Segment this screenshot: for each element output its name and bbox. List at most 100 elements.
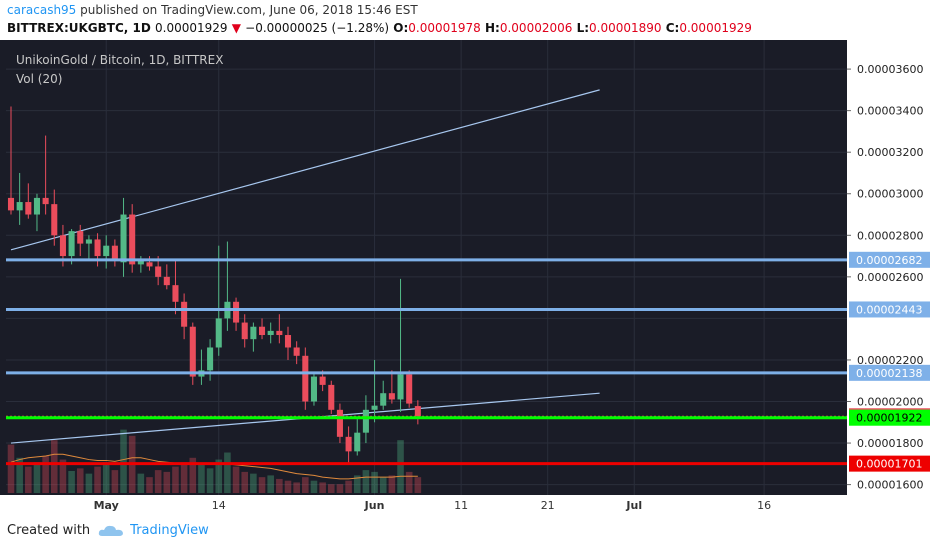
candle-body xyxy=(215,318,222,348)
time-axis[interactable] xyxy=(0,495,932,515)
volume-bar xyxy=(111,470,119,493)
candle-body xyxy=(172,285,179,302)
candle xyxy=(198,349,205,385)
candle xyxy=(172,260,179,315)
footer: Created with TradingView xyxy=(7,523,209,538)
candle-body xyxy=(284,335,292,348)
candle-body xyxy=(111,245,118,261)
volume-bar xyxy=(232,466,240,493)
candle xyxy=(293,341,300,365)
candle xyxy=(7,106,15,215)
pane-title: UnikoinGold / Bitcoin, 1D, BITTREX xyxy=(16,53,224,67)
volume-bar xyxy=(310,480,318,493)
volume-bar xyxy=(59,459,67,493)
publish-info: caracash95 published on TradingView.com,… xyxy=(7,3,418,17)
volume-bar xyxy=(85,473,93,493)
price-level-tag xyxy=(849,455,930,472)
candle xyxy=(224,241,231,331)
price-tick-label: 0.00003200 xyxy=(857,146,923,159)
volume-bar xyxy=(198,463,205,493)
tradingview-cloud-icon xyxy=(98,525,124,536)
candle-body xyxy=(371,405,378,410)
price-tick-label: 0.00003000 xyxy=(857,188,923,201)
candle-body xyxy=(85,239,92,244)
volume-bar xyxy=(180,462,188,493)
price-level-label: 0.00002138 xyxy=(856,367,922,380)
candle xyxy=(233,297,240,331)
high-value: 0.00002006 xyxy=(499,21,573,35)
candle-body xyxy=(103,245,110,257)
volume-bar xyxy=(241,471,249,493)
symbol-label: BITTREX:UKGBTC, 1D xyxy=(7,21,151,35)
high-label: H: xyxy=(485,21,500,35)
price-tick-label: 0.00001600 xyxy=(857,479,923,492)
candle-body xyxy=(42,197,49,205)
candle xyxy=(259,318,266,340)
candle xyxy=(250,322,257,352)
close-label: C: xyxy=(665,21,680,35)
price-tick-label: 0.00002800 xyxy=(857,229,923,242)
volume-bar xyxy=(388,475,396,493)
time-tick-label: 11 xyxy=(454,499,468,512)
candle xyxy=(163,264,170,290)
time-tick-label: May xyxy=(94,499,119,512)
candle xyxy=(94,233,101,267)
price-level-tag xyxy=(849,409,930,426)
candle-body xyxy=(345,436,352,452)
candle xyxy=(42,135,49,215)
candle xyxy=(146,256,153,271)
candle xyxy=(414,400,421,425)
volume-bar xyxy=(353,475,361,493)
volume-bar xyxy=(154,470,162,493)
open-label: O: xyxy=(393,21,409,35)
candle xyxy=(103,235,110,269)
volume-bar xyxy=(379,477,387,493)
candle xyxy=(354,418,361,456)
price-tick-label: 0.00002200 xyxy=(857,354,923,367)
candle-body xyxy=(59,235,66,257)
volume-bar xyxy=(42,456,49,493)
volume-bar xyxy=(302,477,309,493)
price-tick-label: 0.00003400 xyxy=(857,105,923,118)
candle-body xyxy=(406,374,413,404)
tradingview-brand-link[interactable]: TradingView xyxy=(130,523,209,538)
candle-body xyxy=(33,197,40,215)
volume-bar xyxy=(189,457,197,493)
down-arrow-icon: ▼ xyxy=(231,21,241,35)
candle xyxy=(310,372,317,406)
volume-bar xyxy=(25,466,32,493)
author-link[interactable]: caracash95 xyxy=(7,3,77,17)
volume-bar xyxy=(50,440,58,493)
price-tick-label: 0.00003600 xyxy=(857,63,923,76)
volume-bar xyxy=(397,440,404,493)
candle-body xyxy=(68,231,75,257)
candle xyxy=(380,380,387,410)
candle xyxy=(207,339,214,381)
candle xyxy=(33,193,40,232)
candle xyxy=(181,293,188,340)
price-level-label: 0.00001922 xyxy=(856,412,922,425)
candle-body xyxy=(276,330,283,336)
price-tick-label: 0.00001800 xyxy=(857,437,923,450)
candle xyxy=(129,204,136,273)
price-level-tag xyxy=(849,251,930,268)
price-level-tag xyxy=(849,301,930,318)
chart-panel[interactable] xyxy=(0,40,932,515)
candle-body xyxy=(137,260,144,265)
time-tick-label: 21 xyxy=(541,499,555,512)
volume-bar xyxy=(258,477,266,493)
volume-bar xyxy=(250,473,257,493)
volume-bar xyxy=(319,482,326,493)
candlestick-chart[interactable]: 0.00001600 0.00001800 0.00002000 0.00002200… xyxy=(0,0,932,515)
volume-bar xyxy=(7,444,15,493)
candle xyxy=(16,172,23,225)
volume-bar xyxy=(224,452,231,493)
volume-bar xyxy=(293,482,300,493)
candle-body xyxy=(397,374,404,400)
volume-bar xyxy=(215,459,223,493)
candle xyxy=(267,322,274,344)
volume-bar xyxy=(94,466,101,493)
volume-bar xyxy=(336,484,344,493)
plot-area xyxy=(6,40,847,495)
candle-body xyxy=(51,204,58,236)
